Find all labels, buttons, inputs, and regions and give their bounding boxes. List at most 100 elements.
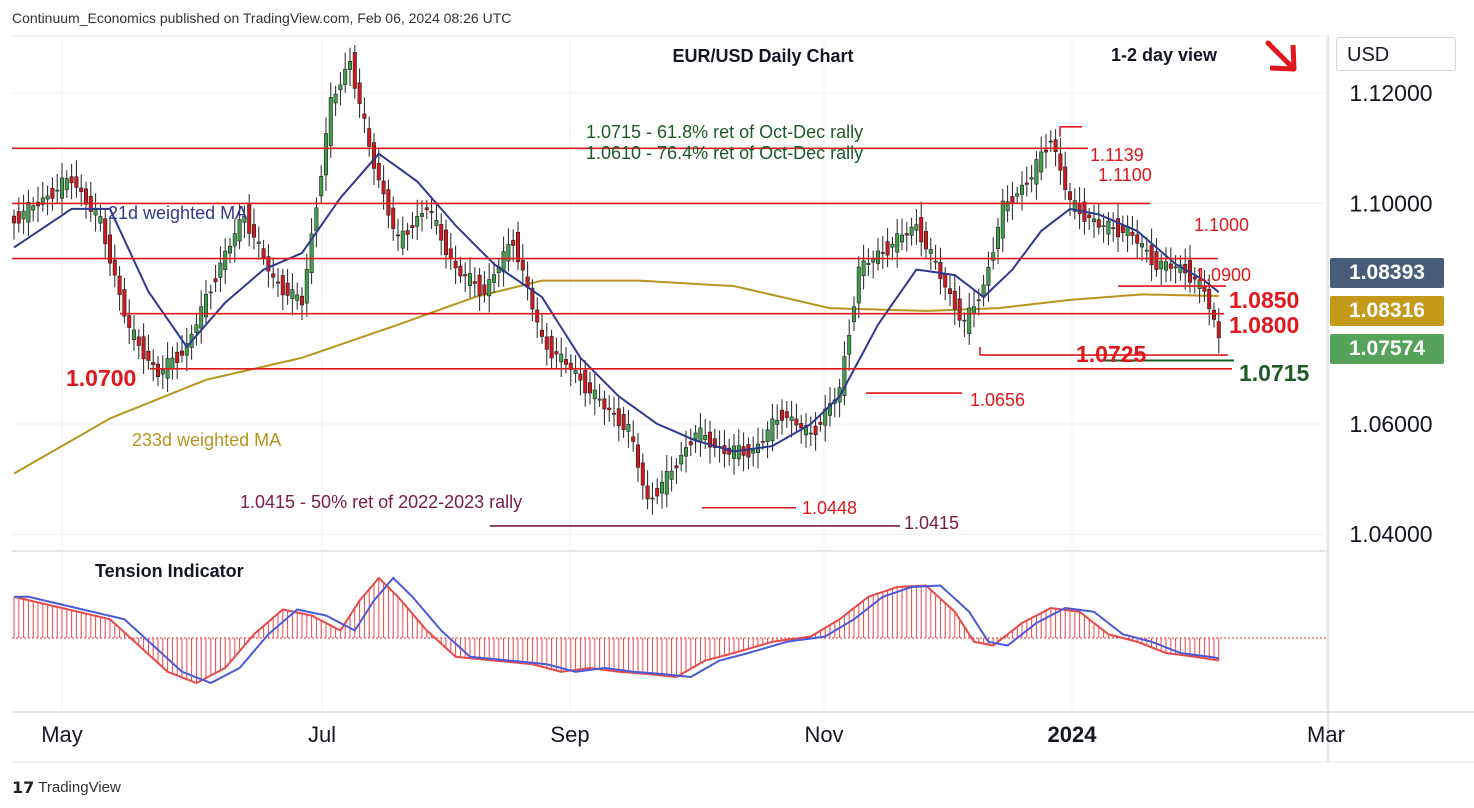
x-tick-label: Jul — [308, 722, 336, 747]
price-tag: 1.08316 — [1330, 296, 1444, 326]
level-label-1.1139: 1.1139 — [1090, 145, 1144, 165]
candle-body — [789, 416, 794, 422]
candle-body — [592, 389, 597, 400]
candle-body — [136, 336, 141, 346]
candle-body — [1116, 218, 1121, 238]
candle-body — [635, 444, 640, 468]
candle-body — [252, 224, 257, 238]
candle-body — [247, 204, 252, 234]
candle-body — [309, 233, 314, 274]
candle-body — [1135, 234, 1140, 244]
candle-body — [1005, 201, 1010, 212]
candle-body — [371, 142, 376, 169]
candle-body — [1092, 218, 1097, 223]
candle-body — [895, 233, 900, 253]
candle-body — [947, 288, 952, 295]
candle-body — [818, 422, 823, 425]
candle-body — [1072, 200, 1077, 212]
candle-body — [1000, 200, 1005, 239]
candle-body — [386, 189, 391, 216]
candle-body — [784, 411, 789, 418]
candle-body — [957, 298, 962, 321]
candle-body — [424, 207, 429, 210]
candle-body — [506, 244, 511, 262]
candle-body — [515, 231, 520, 263]
tension-indicator-label: Tension Indicator — [95, 561, 244, 581]
tradingview-logo[interactable]: 17 TradingView — [12, 778, 121, 797]
candle-body — [1207, 288, 1212, 310]
candle-body — [904, 233, 909, 236]
candle-body — [861, 260, 866, 277]
candle-body — [631, 436, 636, 442]
candle-body — [535, 309, 540, 323]
candle-body — [1053, 139, 1058, 153]
candle-body — [16, 211, 21, 224]
candle-body — [645, 485, 650, 500]
candle-body — [242, 215, 247, 223]
candle-body — [703, 435, 708, 440]
level-label-1.0900: 1.0900 — [1196, 265, 1251, 285]
candle-body — [568, 362, 573, 371]
x-tick-label: Mar — [1307, 722, 1345, 747]
candle-body — [156, 363, 161, 377]
level-label-1.0850: 1.0850 — [1229, 287, 1299, 313]
candle-body — [827, 403, 832, 416]
chart-subtitle: 1-2 day view — [1111, 45, 1218, 65]
candle-body — [899, 234, 904, 243]
candle-body — [122, 289, 127, 317]
candle-body — [866, 262, 871, 265]
candle-body — [520, 259, 525, 271]
candle-body — [112, 259, 117, 276]
candle-body — [698, 427, 703, 443]
currency-button[interactable]: USD — [1336, 37, 1456, 71]
candle-body — [544, 336, 549, 350]
candle-body — [328, 97, 333, 146]
candle-body — [141, 336, 146, 360]
candle-body — [712, 438, 717, 448]
candle-body — [376, 163, 381, 181]
candle-body — [439, 224, 444, 241]
candle-body — [415, 216, 420, 227]
candle-body — [352, 52, 357, 89]
publisher-header: Continuum_Economics published on Trading… — [12, 10, 512, 26]
candle-body — [1039, 151, 1044, 173]
candle-body — [1010, 196, 1015, 204]
candle-body — [890, 243, 895, 248]
candle-body — [530, 287, 535, 310]
candle-body — [621, 413, 626, 430]
candle-body — [1197, 279, 1202, 290]
candle-body — [208, 291, 213, 294]
candle-body — [563, 359, 568, 365]
candle-body — [1140, 243, 1145, 248]
candle-body — [271, 273, 276, 278]
candle-body — [607, 407, 612, 411]
candle-body — [343, 68, 348, 85]
ma233-line — [13, 279, 1219, 475]
level-label-1.0715: 1.0715 — [1239, 360, 1310, 386]
candle-body — [103, 218, 108, 245]
retracement-note-1: 1.0715 - 61.8% ret of Oct-Dec rally — [586, 122, 863, 142]
candle-body — [1173, 266, 1178, 269]
level-label-1.1100: 1.1100 — [1098, 165, 1152, 185]
price-tag: 1.08393 — [1330, 258, 1444, 288]
candle-body — [933, 260, 938, 263]
candle-body — [1111, 227, 1116, 229]
x-tick-label: Nov — [804, 722, 843, 747]
candle-body — [1216, 321, 1221, 339]
candle-body — [467, 273, 472, 287]
level-label-1.0415: 1.0415 — [904, 513, 959, 533]
candle-body — [573, 370, 578, 374]
candle-body — [1063, 166, 1068, 190]
candle-body — [1048, 140, 1053, 143]
candle-body — [1164, 261, 1169, 271]
candle-body — [1077, 203, 1082, 214]
candle-body — [583, 370, 588, 394]
candle-body — [45, 195, 50, 200]
candle-body — [578, 373, 583, 381]
candle-body — [511, 239, 516, 246]
candle-body — [314, 207, 319, 232]
candle-body — [218, 262, 223, 278]
candle-body — [362, 113, 367, 119]
candle-body — [64, 178, 69, 191]
